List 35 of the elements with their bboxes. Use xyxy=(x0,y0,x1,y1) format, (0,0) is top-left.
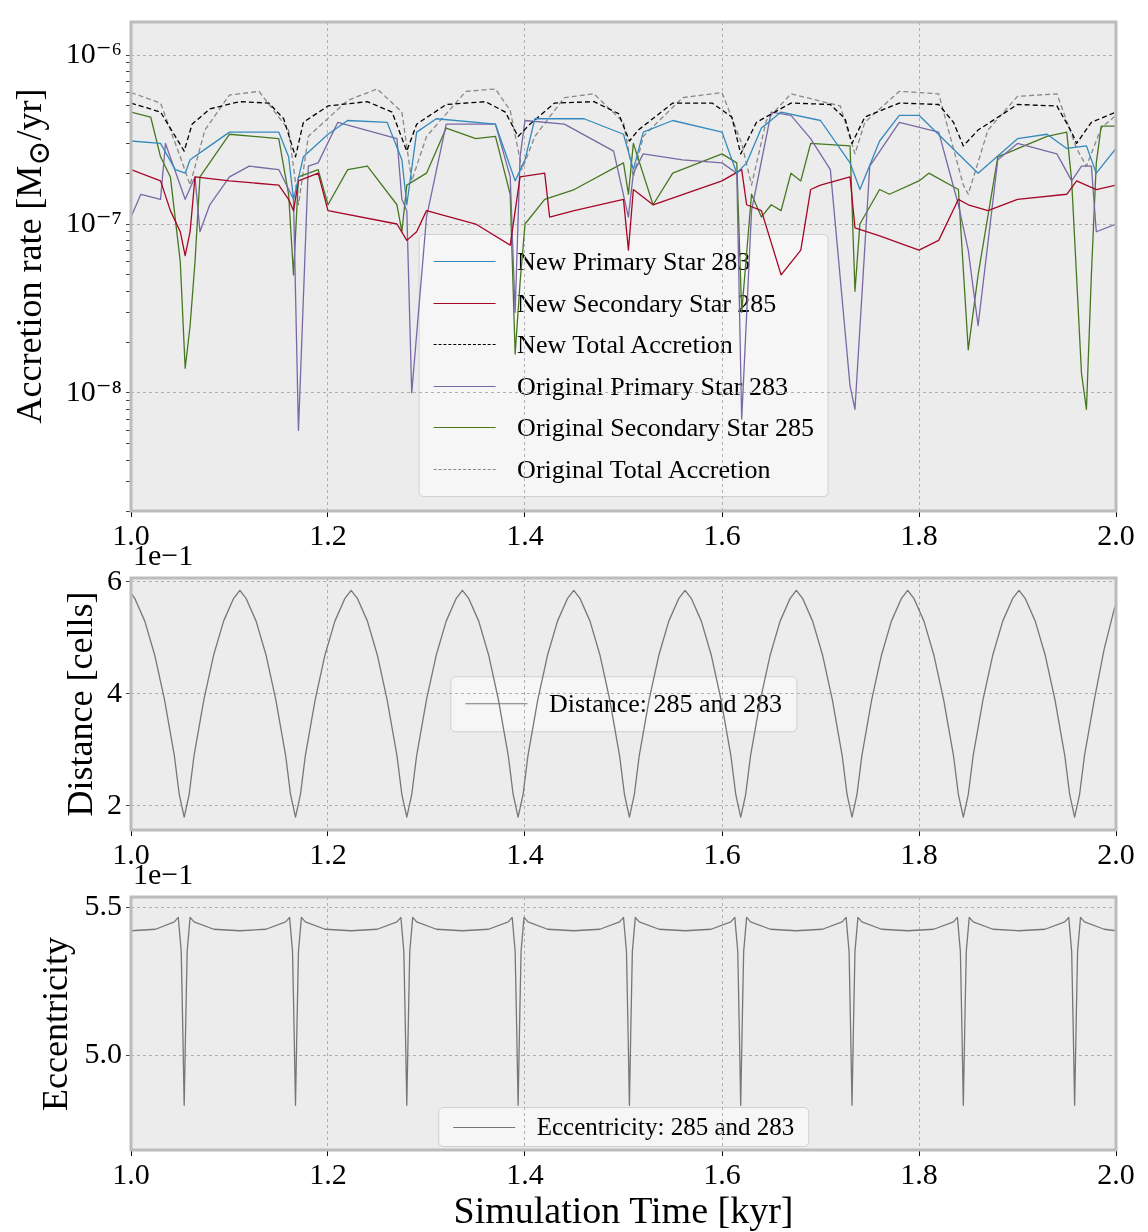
x-tick-label: 2.0 xyxy=(1097,1156,1135,1190)
x-tick-label: 2.0 xyxy=(1097,836,1135,870)
x-tick-label: 1.8 xyxy=(900,1156,938,1190)
x-tick-label: 2.0 xyxy=(1097,517,1135,551)
x-tick-label: 1.6 xyxy=(703,1156,741,1190)
legend-label: Original Secondary Star 285 xyxy=(517,412,814,444)
line-series xyxy=(131,101,1116,158)
y-tick-label: 10⁻⁸ xyxy=(65,373,122,407)
legend-label: Original Primary Star 283 xyxy=(517,370,788,403)
y-tick-label: 5.0 xyxy=(84,1035,122,1069)
y-tick-label: 10⁻⁶ xyxy=(65,35,122,69)
x-tick-label: 1.2 xyxy=(309,517,347,551)
legend-label: New Total Accretion xyxy=(517,329,733,361)
x-axis-title: Simulation Time [kyr] xyxy=(453,1188,794,1232)
legend-label: Eccentricity: 285 and 283 xyxy=(536,1112,795,1142)
y-tick-label: 5.5 xyxy=(84,887,122,921)
legend-label: Distance: 285 and 283 xyxy=(548,688,783,721)
x-tick-label: 1.4 xyxy=(506,836,544,870)
line-series xyxy=(131,88,1116,206)
x-tick-label: 1.8 xyxy=(900,836,938,870)
y-axis-title: Eccentricity xyxy=(34,936,76,1111)
x-tick-label: 1.4 xyxy=(506,1156,544,1190)
x-tick-label: 1.2 xyxy=(309,1156,347,1190)
x-tick-label: 1.0 xyxy=(112,1156,150,1190)
x-tick-label: 1.2 xyxy=(309,836,347,870)
y-tick-label: 6 xyxy=(107,562,122,596)
x-tick-label: 1.8 xyxy=(900,517,938,551)
y-axis-title: Distance [cells] xyxy=(59,591,101,817)
x-tick-label: 1.4 xyxy=(506,517,544,551)
y-tick-label: 4 xyxy=(107,674,122,708)
y-tick-label: 10⁻⁷ xyxy=(65,204,122,238)
y-tick-label: 2 xyxy=(107,786,122,820)
x-tick-label: 1.6 xyxy=(703,517,741,551)
legend-label: Original Total Accretion xyxy=(517,453,771,486)
x-tick-label: 1.6 xyxy=(703,836,741,870)
